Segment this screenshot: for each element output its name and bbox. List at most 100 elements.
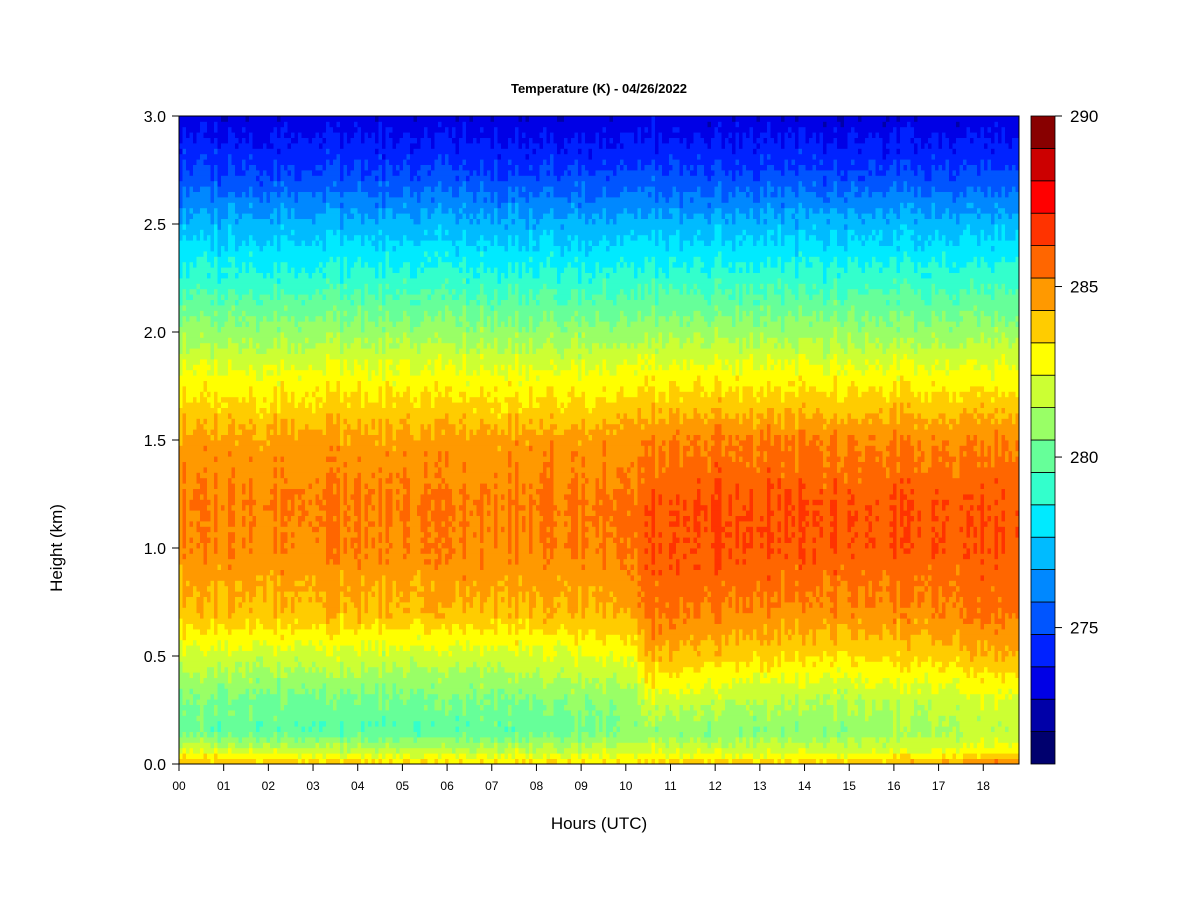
heatmap-cell [249, 186, 253, 192]
heatmap-cell [224, 569, 229, 576]
heatmap-cell [312, 607, 316, 614]
heatmap-cell [322, 569, 327, 576]
heatmap-cell [186, 310, 190, 317]
heatmap-cell [256, 612, 260, 619]
heatmap-cell [179, 548, 183, 554]
heatmap-cell [196, 440, 201, 446]
heatmap-cell [315, 591, 320, 597]
heatmap-cell [280, 569, 285, 576]
heatmap-cell [228, 504, 232, 511]
heatmap-cell [305, 645, 309, 651]
heatmap-cell [259, 326, 264, 333]
heatmap-cell [263, 704, 267, 711]
heatmap-cell [301, 623, 306, 630]
heatmap-cell [179, 456, 183, 462]
heatmap-cell [312, 369, 316, 376]
heatmap-cell [305, 315, 309, 322]
heatmap-cell [273, 720, 278, 727]
heatmap-cell [228, 294, 232, 300]
heatmap-cell [189, 542, 194, 549]
heatmap-cell [196, 213, 201, 219]
heatmap-cell [196, 537, 201, 543]
heatmap-cell [301, 726, 306, 732]
heatmap-cell [263, 213, 267, 219]
heatmap-cell [273, 661, 278, 668]
heatmap-cell [294, 483, 299, 489]
heatmap-cell [322, 521, 327, 527]
heatmap-cell [214, 359, 218, 365]
heatmap-cell [305, 456, 309, 462]
heatmap-cell [235, 634, 239, 641]
heatmap-cell [280, 440, 285, 446]
heatmap-cell [203, 137, 208, 144]
heatmap-cell [182, 521, 187, 527]
heatmap-cell [266, 607, 271, 614]
heatmap-cell [319, 639, 323, 646]
heatmap-cell [294, 742, 299, 749]
heatmap-cell [221, 386, 225, 392]
heatmap-cell [266, 391, 271, 398]
heatmap-cell [186, 213, 190, 219]
heatmap-cell [179, 645, 183, 651]
heatmap-cell [203, 310, 208, 317]
heatmap-cell [249, 521, 253, 527]
heatmap-cell [315, 596, 320, 603]
heatmap-cell [235, 186, 239, 192]
heatmap-cell [214, 710, 218, 716]
heatmap-cell [284, 251, 288, 257]
heatmap-cell [207, 677, 211, 684]
heatmap-cell [214, 305, 218, 311]
heatmap-cell [270, 704, 274, 711]
heatmap-cell [196, 348, 201, 354]
heatmap-cell [249, 229, 253, 236]
heatmap-cell [277, 467, 281, 473]
heatmap-cell [235, 386, 239, 392]
heatmap-cell [210, 521, 215, 527]
heatmap-cell [231, 364, 236, 371]
heatmap-cell [322, 494, 327, 500]
heatmap-cell [231, 542, 236, 549]
heatmap-cell [291, 164, 295, 171]
heatmap-cell [203, 580, 208, 587]
heatmap-cell [245, 710, 250, 716]
heatmap-cell [266, 661, 271, 668]
heatmap-cell [315, 348, 320, 354]
heatmap-cell [210, 143, 215, 149]
heatmap-cell [270, 126, 274, 133]
heatmap-cell [273, 213, 278, 219]
heatmap-cell [182, 359, 187, 365]
heatmap-cell [203, 737, 208, 743]
heatmap-cell [256, 645, 260, 651]
heatmap-cell [315, 440, 320, 446]
heatmap-cell [200, 645, 204, 651]
heatmap-cell [210, 650, 215, 657]
heatmap-cell [203, 499, 208, 506]
heatmap-cell [186, 261, 190, 268]
heatmap-cell [308, 612, 313, 619]
heatmap-cell [256, 261, 260, 268]
heatmap-cell [214, 261, 218, 268]
heatmap-cell [301, 278, 306, 284]
heatmap-cell [210, 407, 215, 414]
heatmap-cell [207, 548, 211, 554]
heatmap-cell [179, 445, 183, 452]
heatmap-cell [221, 391, 225, 398]
heatmap-cell [308, 396, 313, 403]
heatmap-cell [242, 661, 246, 668]
heatmap-cell [221, 758, 225, 765]
heatmap-cell [228, 418, 232, 425]
heatmap-cell [301, 618, 306, 624]
heatmap-cell [287, 294, 292, 300]
heatmap-cell [284, 213, 288, 219]
heatmap-cell [270, 348, 274, 354]
heatmap-cell [322, 704, 327, 711]
heatmap-cell [200, 704, 204, 711]
heatmap-cell [245, 661, 250, 668]
heatmap-cell [259, 126, 264, 133]
heatmap-cell [186, 207, 190, 214]
heatmap-cell [273, 623, 278, 630]
heatmap-cell [312, 272, 316, 279]
heatmap-cell [189, 537, 194, 543]
heatmap-cell [277, 494, 281, 500]
heatmap-cell [294, 348, 299, 354]
